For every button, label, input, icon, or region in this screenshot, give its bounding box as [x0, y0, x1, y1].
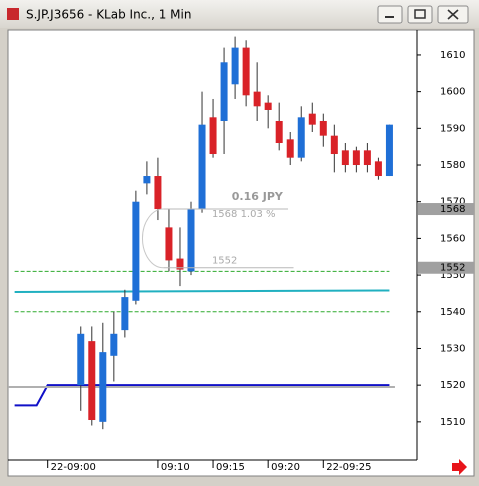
candle-body: [176, 258, 184, 270]
candle-body: [264, 102, 272, 110]
candle-body: [242, 47, 250, 96]
y-tick-label: 1560: [440, 233, 465, 244]
y-tick-label: 1550: [440, 270, 465, 281]
candle-body: [154, 176, 162, 210]
candle-body: [297, 117, 305, 158]
measure-upper: 1568 1.03 %: [212, 209, 276, 220]
candle-body: [77, 333, 85, 386]
candle-body: [99, 352, 107, 422]
x-tick-label: 09:15: [216, 462, 245, 473]
candle-body: [143, 176, 151, 184]
price-marker-label: 1552: [440, 263, 465, 274]
y-tick-label: 1580: [440, 160, 465, 171]
candle-body: [165, 227, 173, 261]
y-tick-label: 1520: [440, 380, 465, 391]
indicator-line: [14, 384, 390, 407]
y-tick-label: 1590: [440, 123, 465, 134]
chart-area: [7, 29, 475, 477]
x-tick-label: 22-09:00: [51, 462, 96, 473]
x-tick-label: 09:10: [161, 462, 190, 473]
app-icon: [7, 8, 19, 20]
candle-body: [209, 117, 217, 155]
price-marker: [418, 203, 474, 216]
candle-body: [121, 297, 129, 331]
y-tick-label: 1600: [440, 87, 465, 98]
x-tick-label: 09:20: [271, 462, 300, 473]
y-tick-label: 1540: [440, 307, 465, 318]
candle-body: [363, 150, 371, 166]
scroll-arrow[interactable]: [452, 459, 467, 475]
candle-body: [319, 120, 327, 136]
candle-body: [275, 120, 283, 144]
candle-body: [198, 124, 206, 210]
price-marker: [418, 261, 474, 274]
price-marker-label: 1568: [440, 204, 465, 215]
candle-body: [110, 333, 118, 356]
y-tick-label: 1510: [440, 417, 465, 428]
measure-lower: 1552: [212, 256, 237, 267]
candle-body: [132, 201, 140, 301]
y-tick-label: 1570: [440, 197, 465, 208]
candle-body: [253, 91, 261, 107]
window-buttons[interactable]: [377, 5, 469, 24]
candle-body: [88, 341, 96, 421]
candle-body: [341, 150, 349, 166]
y-tick-label: 1610: [440, 50, 465, 61]
window-title: S.JP.J3656 - KLab Inc., 1 Min: [26, 8, 191, 22]
y-tick-label: 1530: [440, 343, 465, 354]
candle-body: [231, 47, 239, 85]
candle-body: [385, 124, 393, 177]
candle-body: [352, 150, 360, 166]
candle-body: [330, 135, 338, 155]
candle-body: [286, 139, 294, 158]
candle-body: [187, 209, 195, 272]
measure-arc: [142, 208, 164, 269]
candle-body: [220, 62, 228, 121]
candle-body: [374, 161, 382, 177]
candle-body: [308, 113, 316, 125]
measure-change: 0.16 JPY: [232, 190, 284, 203]
indicator-line: [14, 289, 390, 293]
x-tick-label: 22-09:25: [326, 462, 371, 473]
